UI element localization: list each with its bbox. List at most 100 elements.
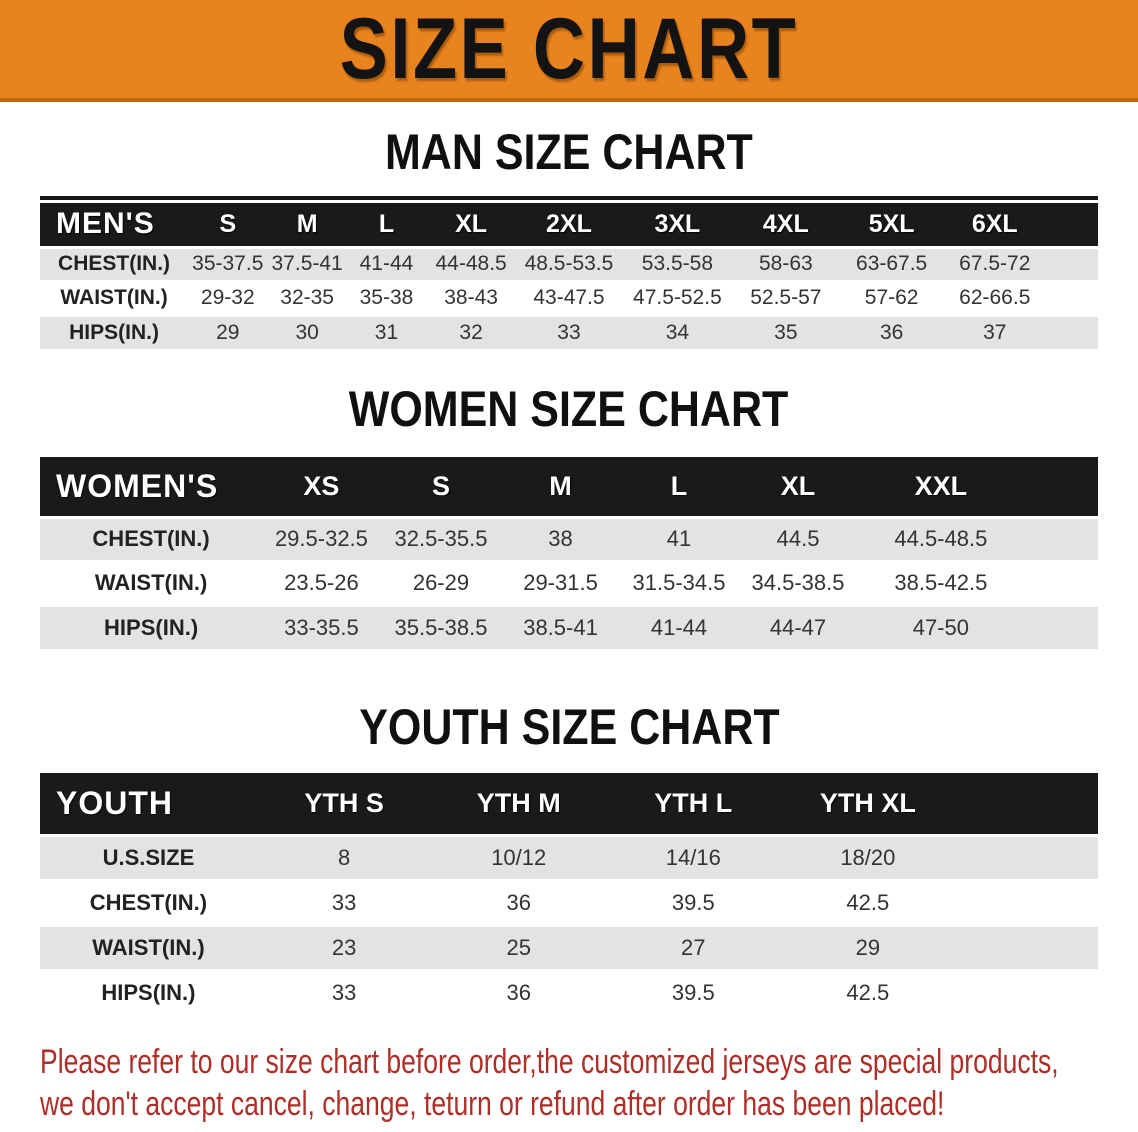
row-label: WAIST(IN.) [40, 279, 189, 315]
row-spacer [1023, 603, 1098, 649]
size-column-header: YTH M [431, 773, 606, 835]
row-label: U.S.SIZE [40, 833, 257, 880]
measurement-row: CHEST(IN.) 35-37.5 37.5-41 41-44 44-48.5 48.5… [40, 245, 1098, 281]
size-value-cell: 36 [838, 313, 945, 349]
size-column-header: 6XL [944, 203, 1046, 247]
size-column-header: 4XL [732, 203, 839, 247]
size-value-cell: 14/16 [606, 833, 781, 880]
measurement-row: HIPS(IN.) 33 36 39.5 42.5 [40, 968, 1098, 1015]
size-value-cell: 37 [944, 313, 1046, 349]
table-group-label: YOUTH [40, 773, 257, 835]
man-size-chart-heading-text: MAN SIZE CHART [385, 124, 753, 180]
size-value-cell: 33 [256, 878, 432, 925]
size-value-cell: 48.5-53.5 [516, 245, 622, 281]
size-column-header: S [188, 203, 268, 247]
size-column-header: M [267, 203, 347, 247]
size-column-header: L [619, 457, 739, 517]
size-value-cell: 38.5-42.5 [857, 559, 1024, 605]
size-column-header: S [380, 457, 502, 517]
size-value-cell: 27 [606, 923, 781, 970]
size-value-cell: 33-35.5 [262, 603, 381, 649]
size-value-cell: 58-63 [732, 245, 839, 281]
size-value-cell: 35-38 [346, 279, 427, 315]
size-value-cell: 23.5-26 [262, 559, 381, 605]
row-spacer [1045, 245, 1098, 281]
size-value-cell: 29-31.5 [501, 559, 620, 605]
size-column-header: XXL [857, 457, 1024, 517]
size-value-cell: 44-48.5 [426, 245, 517, 281]
size-value-cell: 63-67.5 [838, 245, 945, 281]
size-column-header: YTH XL [780, 773, 956, 835]
youth-size-chart-heading: YOUTH SIZE CHART [0, 699, 1138, 755]
header-spacer [1023, 457, 1098, 517]
size-value-cell: 35.5-38.5 [380, 603, 502, 649]
youth-table-header-row: YOUTH YTH S YTH M YTH L YTH XL [40, 773, 1098, 835]
size-column-header: M [501, 457, 620, 517]
size-value-cell: 26-29 [380, 559, 502, 605]
size-value-cell: 29.5-32.5 [262, 515, 381, 561]
row-spacer [1045, 279, 1098, 315]
table-group-label: MEN'S [40, 203, 189, 247]
disclaimer-line-1: Please refer to our size chart before or… [40, 1043, 1059, 1081]
size-column-header: L [346, 203, 427, 247]
size-value-cell: 31 [346, 313, 427, 349]
measurement-row: WAIST(IN.) 23 25 27 29 [40, 923, 1098, 970]
disclaimer: Please refer to our size chart before or… [40, 1041, 1138, 1125]
size-value-cell: 67.5-72 [944, 245, 1046, 281]
men-table-top-rule [40, 196, 1098, 200]
size-value-cell: 44-47 [738, 603, 858, 649]
size-value-cell: 8 [256, 833, 432, 880]
man-size-chart-heading: MAN SIZE CHART [0, 124, 1138, 180]
size-value-cell: 42.5 [780, 968, 956, 1015]
size-value-cell: 41 [619, 515, 739, 561]
row-label: HIPS(IN.) [40, 968, 257, 1015]
header-spacer [955, 773, 1098, 835]
size-value-cell: 10/12 [431, 833, 606, 880]
size-value-cell: 52.5-57 [732, 279, 839, 315]
size-value-cell: 31.5-34.5 [619, 559, 739, 605]
size-column-header: XL [426, 203, 517, 247]
youth-size-table: YOUTH YTH S YTH M YTH L YTH XL U.S.SIZE 8 10/1… [40, 773, 1098, 1015]
size-value-cell: 33 [516, 313, 622, 349]
row-label: CHEST(IN.) [40, 515, 263, 561]
men-size-table: MEN'S S M L XL 2XL 3XL 4XL 5XL 6XL CHEST(IN.) 35-3… [40, 203, 1098, 349]
banner-title: SIZE CHART [339, 1, 799, 97]
size-value-cell: 39.5 [606, 968, 781, 1015]
size-value-cell: 53.5-58 [621, 245, 733, 281]
row-spacer [955, 923, 1098, 970]
size-value-cell: 33 [256, 968, 432, 1015]
size-value-cell: 32-35 [267, 279, 347, 315]
size-column-header: YTH L [606, 773, 781, 835]
size-value-cell: 34.5-38.5 [738, 559, 858, 605]
size-value-cell: 36 [431, 878, 606, 925]
size-value-cell: 25 [431, 923, 606, 970]
women-table-header-row: WOMEN'S XS S M L XL XXL [40, 457, 1098, 517]
measurement-row: HIPS(IN.) 29 30 31 32 33 34 35 36 37 [40, 313, 1098, 349]
row-label: WAIST(IN.) [40, 923, 257, 970]
size-value-cell: 44.5-48.5 [857, 515, 1024, 561]
row-spacer [1023, 559, 1098, 605]
size-value-cell: 36 [431, 968, 606, 1015]
row-spacer [955, 968, 1098, 1015]
size-value-cell: 32 [426, 313, 517, 349]
table-group-label: WOMEN'S [40, 457, 263, 517]
size-value-cell: 39.5 [606, 878, 781, 925]
measurement-row: HIPS(IN.) 33-35.5 35.5-38.5 38.5-41 41-44 44-… [40, 603, 1098, 649]
size-value-cell: 35 [732, 313, 839, 349]
size-value-cell: 38.5-41 [501, 603, 620, 649]
size-value-cell: 42.5 [780, 878, 956, 925]
row-label: HIPS(IN.) [40, 603, 263, 649]
size-value-cell: 41-44 [346, 245, 427, 281]
size-column-header: XL [738, 457, 858, 517]
size-column-header: 3XL [621, 203, 733, 247]
size-value-cell: 29 [780, 923, 956, 970]
disclaimer-line-2: we don't accept cancel, change, teturn o… [40, 1085, 945, 1123]
measurement-row: WAIST(IN.) 29-32 32-35 35-38 38-43 43-47.5 47.… [40, 279, 1098, 315]
size-value-cell: 38 [501, 515, 620, 561]
measurement-row: U.S.SIZE 8 10/12 14/16 18/20 [40, 833, 1098, 880]
size-value-cell: 29-32 [188, 279, 268, 315]
size-value-cell: 18/20 [780, 833, 956, 880]
size-value-cell: 35-37.5 [188, 245, 268, 281]
row-label: HIPS(IN.) [40, 313, 189, 349]
size-value-cell: 47-50 [857, 603, 1024, 649]
